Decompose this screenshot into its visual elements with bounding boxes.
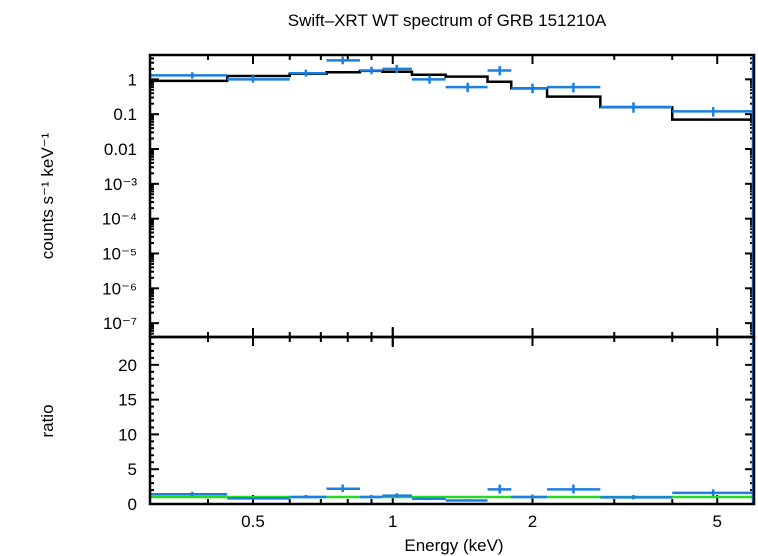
y-tick-label: 0 [128,495,137,514]
x-tick-label: 5 [713,512,722,531]
ratio-point [511,494,548,499]
y-tick-label: 10⁻⁵ [102,244,137,263]
ratio-point [487,484,512,494]
data-point [411,75,446,84]
data-point [326,56,360,65]
spectrum-y-axis-label: counts s⁻¹ keV⁻¹ [38,132,57,259]
data-point [150,72,228,79]
ratio-panel: 0 5 10 15 20 ratio [38,335,756,514]
y-tick-label: 10⁻⁴ [102,210,137,229]
x-axis-label: Energy (keV) [404,536,503,555]
data-point [289,69,327,77]
data-point [547,82,601,93]
ratio-point [672,489,754,496]
ratio-point [382,493,412,498]
ratio-point [289,494,327,499]
spectrum-y-tick-labels: 1 0.1 0.01 10⁻³ 10⁻⁴ 10⁻⁵ 10⁻⁶ 10⁻⁷ [102,70,138,333]
ratio-point [547,484,601,494]
y-tick-label: 0.1 [113,105,137,124]
data-point [445,82,488,93]
data-point [600,102,673,113]
ratio-y-axis-label: ratio [38,404,57,437]
data-point [227,75,290,83]
x-tick-label: 0.5 [241,512,265,531]
data-point [672,107,754,117]
y-tick-label: 15 [118,391,137,410]
spectrum-frame [148,53,756,339]
y-tick-label: 0.01 [104,140,137,159]
y-tick-label: 10⁻³ [103,175,137,194]
ratio-point [411,497,446,501]
ratio-point [326,484,360,493]
spectrum-ticks [150,54,754,347]
y-tick-label: 10⁻⁷ [103,314,137,333]
ratio-ticks [150,337,754,505]
x-tick-label: 2 [528,512,537,531]
ratio-point [600,494,673,500]
data-point [487,66,512,76]
y-tick-label: 20 [118,356,137,375]
y-tick-label: 1 [128,70,137,89]
ratio-frame [148,335,756,506]
y-tick-label: 10 [118,425,137,444]
x-tick-labels: 0.5 1 2 5 [241,512,722,531]
ratio-y-tick-labels: 0 5 10 15 20 [118,356,137,514]
ratio-point [150,491,228,496]
data-point [511,83,548,94]
x-tick-label: 1 [388,512,397,531]
ratio-data [150,337,755,504]
y-tick-label: 5 [128,460,137,479]
data-point [382,64,412,74]
ratio-point [445,499,488,502]
spectrum-data [150,55,755,337]
y-tick-label: 10⁻⁶ [102,279,137,298]
chart-title: Swift–XRT WT spectrum of GRB 151210A [288,11,607,30]
ratio-point [359,494,383,499]
data-point [359,66,383,75]
ratio-point [227,497,290,500]
spectrum-panel: 1 0.1 0.01 10⁻³ 10⁻⁴ 10⁻⁵ 10⁻⁶ 10⁻⁷ counts s⁻¹ … [38,53,756,347]
